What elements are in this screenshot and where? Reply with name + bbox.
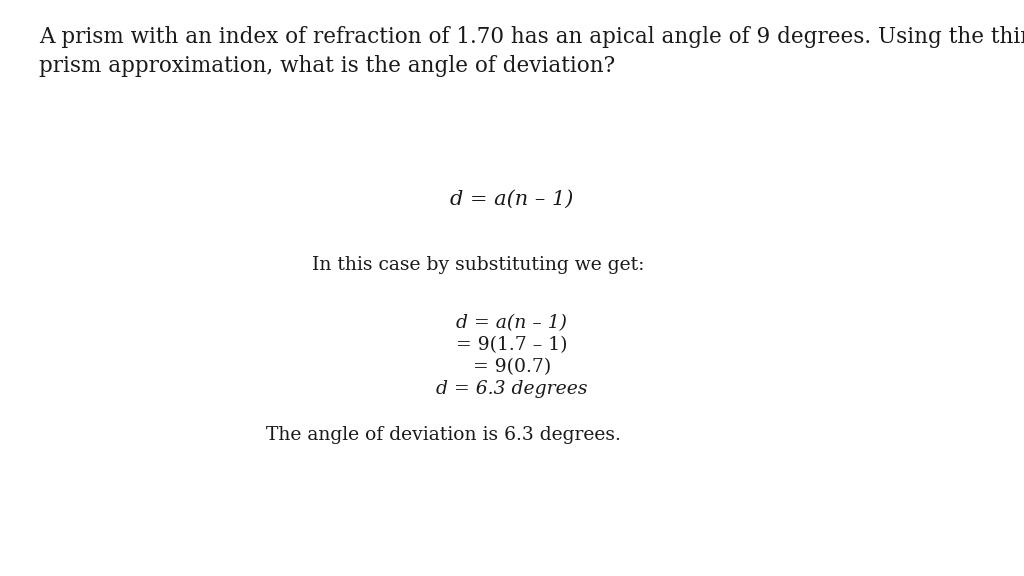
Text: A prism with an index of refraction of 1.70 has an apical angle of 9 degrees. Us: A prism with an index of refraction of 1… <box>39 26 1024 77</box>
Text: d = 6.3 degrees: d = 6.3 degrees <box>436 380 588 397</box>
Text: = 9(1.7 – 1): = 9(1.7 – 1) <box>457 336 567 354</box>
Text: = 9(0.7): = 9(0.7) <box>473 358 551 376</box>
Text: d = a(n – 1): d = a(n – 1) <box>451 190 573 209</box>
Text: d = a(n – 1): d = a(n – 1) <box>457 314 567 332</box>
Text: In this case by substituting we get:: In this case by substituting we get: <box>312 256 645 274</box>
Text: The angle of deviation is 6.3 degrees.: The angle of deviation is 6.3 degrees. <box>266 426 622 444</box>
